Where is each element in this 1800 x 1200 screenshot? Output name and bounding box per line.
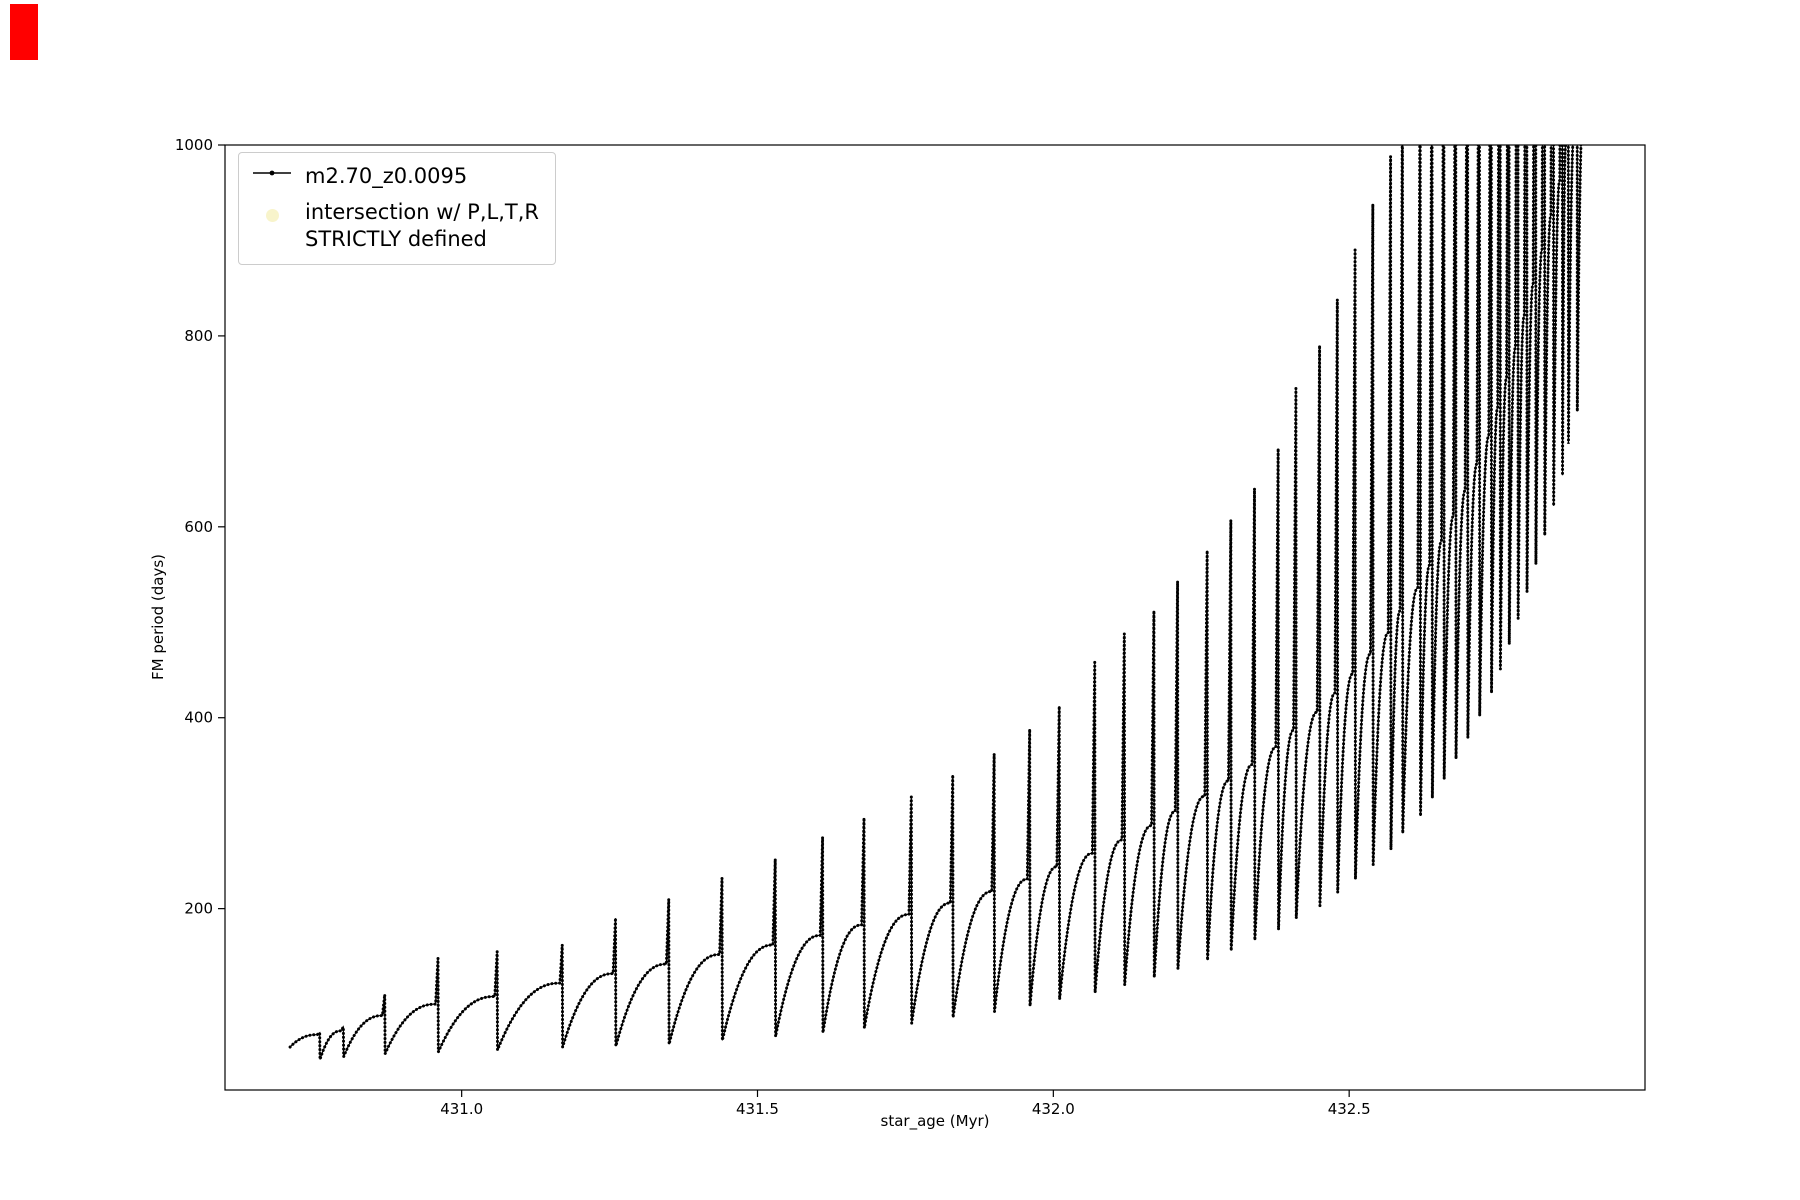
legend-label-series: m2.70_z0.0095 [305,164,468,188]
legend-label-intersection: intersection w/ P,L,T,R STRICTLY defined [305,199,539,252]
legend-entry-series: m2.70_z0.0095 [251,163,539,189]
intersection-marker-icon [265,209,279,223]
y-tick-label: 600 [184,518,213,536]
line-marker-icon [251,167,293,179]
x-tick-label: 431.0 [440,1100,483,1118]
x-tick-label: 432.0 [1032,1100,1075,1118]
legend-label-intersection-line2: STRICTLY defined [305,226,487,251]
x-tick-label: 432.5 [1328,1100,1371,1118]
x-tick-label: 431.5 [736,1100,779,1118]
y-tick-label: 1000 [175,136,213,154]
legend-label-intersection-line1: intersection w/ P,L,T,R [305,200,539,225]
red-corner-marker [10,4,38,60]
x-axis-label: star_age (Myr) [880,1112,990,1130]
y-tick-label: 200 [184,900,213,918]
legend-entry-intersection: intersection w/ P,L,T,R STRICTLY defined [251,199,539,252]
data-series-markers [288,145,1583,1060]
axes-frame [224,144,1646,1091]
legend: m2.70_z0.0095 intersection w/ P,L,T,R ST… [238,152,556,265]
y-tick-label: 800 [184,327,213,345]
y-tick-label: 400 [184,709,213,727]
y-axis-label: FM period (days) [149,554,167,680]
